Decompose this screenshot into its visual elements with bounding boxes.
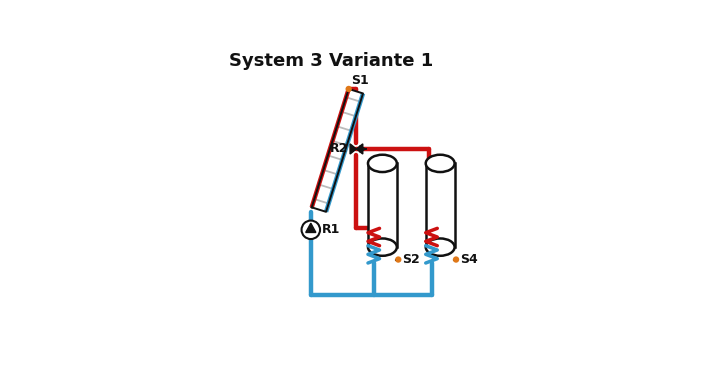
Circle shape	[345, 86, 352, 92]
Polygon shape	[312, 89, 363, 212]
Text: S1: S1	[352, 74, 369, 87]
Text: System 3 Variante 1: System 3 Variante 1	[229, 52, 434, 70]
Circle shape	[395, 256, 401, 263]
Circle shape	[453, 256, 460, 263]
Polygon shape	[306, 223, 316, 232]
Text: S2: S2	[402, 253, 420, 266]
Circle shape	[302, 220, 320, 239]
Text: R1: R1	[322, 223, 341, 236]
Polygon shape	[350, 144, 356, 154]
Ellipse shape	[426, 155, 454, 172]
Text: R2: R2	[330, 142, 349, 156]
Polygon shape	[368, 164, 397, 247]
Ellipse shape	[368, 238, 397, 256]
Polygon shape	[426, 164, 454, 247]
Ellipse shape	[426, 238, 454, 256]
Polygon shape	[356, 144, 363, 154]
Ellipse shape	[368, 155, 397, 172]
Text: S4: S4	[460, 253, 477, 266]
